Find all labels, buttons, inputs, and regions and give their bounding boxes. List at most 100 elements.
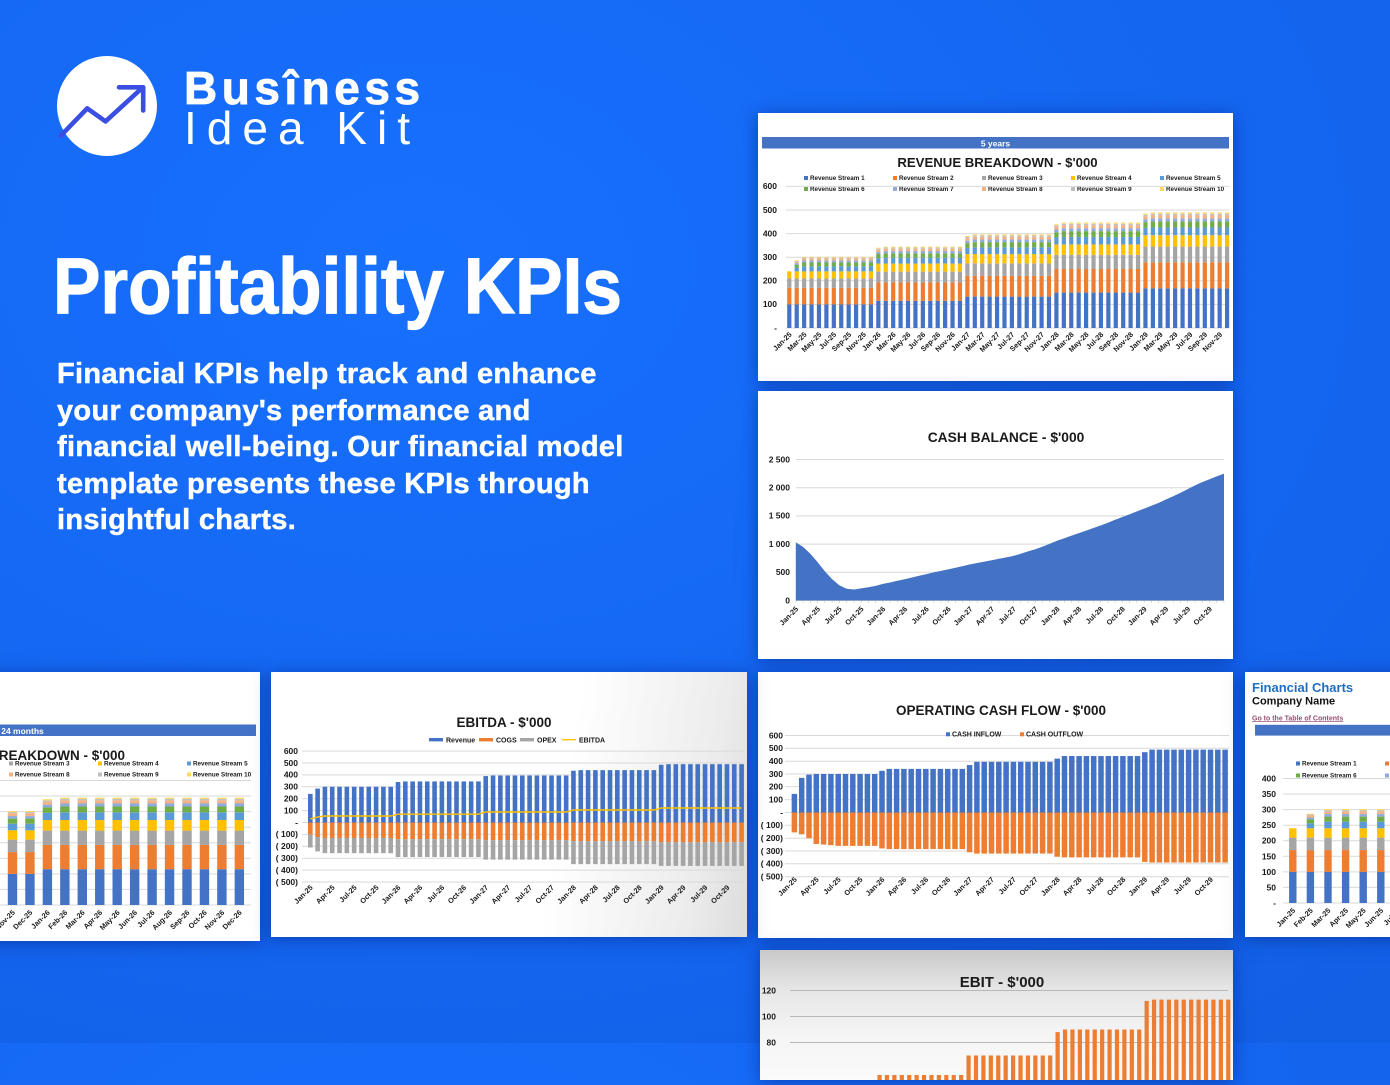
svg-text:Jan-26: Jan-26 bbox=[865, 605, 888, 628]
svg-text:400: 400 bbox=[763, 228, 777, 238]
svg-text:Jul-25: Jul-25 bbox=[337, 883, 358, 904]
svg-text:Revenue Stream 6: Revenue Stream 6 bbox=[1302, 773, 1357, 780]
svg-text:Jul-27: Jul-27 bbox=[513, 883, 534, 904]
svg-text:COGS: COGS bbox=[496, 738, 517, 745]
svg-text:Apr-25: Apr-25 bbox=[798, 875, 821, 898]
svg-text:250: 250 bbox=[1262, 820, 1276, 830]
svg-text:OPERATING CASH FLOW - $'000: OPERATING CASH FLOW - $'000 bbox=[896, 703, 1106, 718]
svg-text:500: 500 bbox=[769, 743, 783, 753]
svg-text:-: - bbox=[774, 323, 777, 333]
svg-text:400: 400 bbox=[769, 756, 783, 766]
svg-text:Go to the Table of Contents: Go to the Table of Contents bbox=[1252, 715, 1343, 722]
svg-text:Revenue Stream 8: Revenue Stream 8 bbox=[988, 186, 1043, 193]
svg-text:Revenue Stream 7: Revenue Stream 7 bbox=[899, 186, 954, 193]
svg-text:Apr-26: Apr-26 bbox=[886, 605, 909, 628]
svg-text:( 100): ( 100) bbox=[761, 820, 783, 830]
svg-text:Revenue Stream 1: Revenue Stream 1 bbox=[1302, 761, 1357, 768]
svg-text:350: 350 bbox=[1262, 789, 1276, 799]
svg-text:200: 200 bbox=[769, 782, 783, 792]
svg-text:0: 0 bbox=[785, 595, 790, 605]
svg-text:Oct-27: Oct-27 bbox=[533, 883, 555, 905]
svg-text:2 500: 2 500 bbox=[769, 454, 791, 464]
svg-text:100: 100 bbox=[1262, 867, 1276, 877]
svg-text:Oct-28: Oct-28 bbox=[621, 883, 643, 905]
svg-text:Mar-26: Mar-26 bbox=[64, 908, 87, 931]
svg-text:Revenue Stream 5: Revenue Stream 5 bbox=[1166, 175, 1221, 182]
svg-text:Oct-29: Oct-29 bbox=[709, 883, 731, 905]
svg-text:Oct-29: Oct-29 bbox=[1192, 875, 1214, 897]
svg-text:Apr-26: Apr-26 bbox=[402, 883, 425, 906]
svg-text:Jan-25: Jan-25 bbox=[777, 605, 800, 628]
svg-text:Revenue Stream 3: Revenue Stream 3 bbox=[988, 175, 1043, 182]
svg-text:300: 300 bbox=[769, 769, 783, 779]
svg-text:Jul-25: Jul-25 bbox=[1382, 906, 1390, 927]
svg-text:Financial Charts: Financial Charts bbox=[1252, 680, 1353, 695]
svg-text:Jan-27: Jan-27 bbox=[951, 875, 974, 898]
svg-text:Revenue Stream 9: Revenue Stream 9 bbox=[104, 772, 159, 779]
svg-text:Jul-26: Jul-26 bbox=[909, 875, 930, 896]
svg-text:Jul-27: Jul-27 bbox=[997, 875, 1018, 896]
svg-text:Apr-28: Apr-28 bbox=[577, 883, 600, 906]
svg-text:100: 100 bbox=[769, 795, 783, 805]
svg-text:Apr-28: Apr-28 bbox=[1061, 875, 1084, 898]
svg-text:Oct-26: Oct-26 bbox=[930, 875, 952, 897]
svg-text:Jul-25: Jul-25 bbox=[822, 605, 843, 626]
svg-text:Revenue Stream 10: Revenue Stream 10 bbox=[1166, 186, 1225, 193]
svg-text:Apr-27: Apr-27 bbox=[973, 875, 996, 898]
svg-text:600: 600 bbox=[769, 730, 783, 740]
svg-text:Oct-25: Oct-25 bbox=[843, 605, 865, 627]
svg-text:Revenue: Revenue bbox=[446, 738, 475, 745]
svg-text:( 500): ( 500) bbox=[276, 877, 298, 887]
svg-text:Apr-25: Apr-25 bbox=[314, 883, 337, 906]
svg-text:1 500: 1 500 bbox=[769, 511, 791, 521]
svg-text:( 200): ( 200) bbox=[276, 841, 298, 851]
svg-text:EBIT - $'000: EBIT - $'000 bbox=[960, 974, 1044, 991]
svg-text:50: 50 bbox=[1267, 882, 1277, 892]
svg-text:2 000: 2 000 bbox=[769, 483, 791, 493]
svg-text:Apr-29: Apr-29 bbox=[1148, 875, 1171, 898]
svg-text:Revenue Stream 1: Revenue Stream 1 bbox=[810, 175, 865, 182]
svg-text:400: 400 bbox=[284, 770, 298, 780]
svg-text:-: - bbox=[780, 807, 783, 817]
svg-text:Revenue Stream 2: Revenue Stream 2 bbox=[899, 175, 954, 182]
svg-text:Revenue Stream 3: Revenue Stream 3 bbox=[15, 761, 70, 768]
svg-text:Oct-26: Oct-26 bbox=[930, 605, 952, 627]
svg-text:Apr-26: Apr-26 bbox=[886, 875, 909, 898]
svg-text:Apr-25: Apr-25 bbox=[799, 605, 822, 628]
svg-text:Oct-29: Oct-29 bbox=[1191, 605, 1213, 627]
svg-text:Mar-25: Mar-25 bbox=[1309, 906, 1332, 929]
svg-text:CASH OUTFLOW: CASH OUTFLOW bbox=[1026, 731, 1084, 738]
svg-text:Jan-27: Jan-27 bbox=[467, 883, 490, 906]
svg-text:Oct-28: Oct-28 bbox=[1104, 605, 1126, 627]
svg-text:CASH BALANCE - $'000: CASH BALANCE - $'000 bbox=[928, 430, 1085, 445]
svg-text:Revenue Stream 4: Revenue Stream 4 bbox=[1077, 175, 1132, 182]
svg-text:Oct-28: Oct-28 bbox=[1105, 875, 1127, 897]
svg-text:Jul-29: Jul-29 bbox=[1171, 605, 1192, 626]
svg-text:( 100): ( 100) bbox=[276, 829, 298, 839]
svg-text:300: 300 bbox=[763, 252, 777, 262]
svg-text:Jan-27: Jan-27 bbox=[952, 605, 975, 628]
svg-text:REVENUE BREAKDOWN - $'000: REVENUE BREAKDOWN - $'000 bbox=[0, 748, 125, 763]
svg-text:Oct-26: Oct-26 bbox=[446, 883, 468, 905]
svg-text:Jul-26: Jul-26 bbox=[425, 883, 446, 904]
svg-text:Jan-28: Jan-28 bbox=[1039, 605, 1062, 628]
svg-text:Revenue Stream 10: Revenue Stream 10 bbox=[193, 772, 252, 779]
svg-text:24 months: 24 months bbox=[1, 726, 44, 736]
svg-text:Revenue Stream 6: Revenue Stream 6 bbox=[810, 186, 865, 193]
svg-text:Jan-29: Jan-29 bbox=[643, 883, 666, 906]
svg-text:Oct-27: Oct-27 bbox=[1017, 605, 1039, 627]
svg-text:OPEX: OPEX bbox=[537, 738, 557, 745]
svg-text:May-25: May-25 bbox=[1344, 906, 1368, 930]
svg-text:150: 150 bbox=[1262, 851, 1276, 861]
svg-text:Revenue Stream 4: Revenue Stream 4 bbox=[104, 761, 159, 768]
svg-text:( 400): ( 400) bbox=[276, 865, 298, 875]
svg-text:500: 500 bbox=[284, 758, 298, 768]
svg-text:Apr-28: Apr-28 bbox=[1060, 605, 1083, 628]
svg-text:Jul-27: Jul-27 bbox=[997, 605, 1018, 626]
svg-text:500: 500 bbox=[763, 205, 777, 215]
svg-text:Jan-28: Jan-28 bbox=[1039, 875, 1062, 898]
svg-text:400: 400 bbox=[1262, 774, 1276, 784]
svg-text:Apr-27: Apr-27 bbox=[489, 883, 512, 906]
svg-text:Company Name: Company Name bbox=[1252, 696, 1335, 708]
svg-text:200: 200 bbox=[1262, 836, 1276, 846]
